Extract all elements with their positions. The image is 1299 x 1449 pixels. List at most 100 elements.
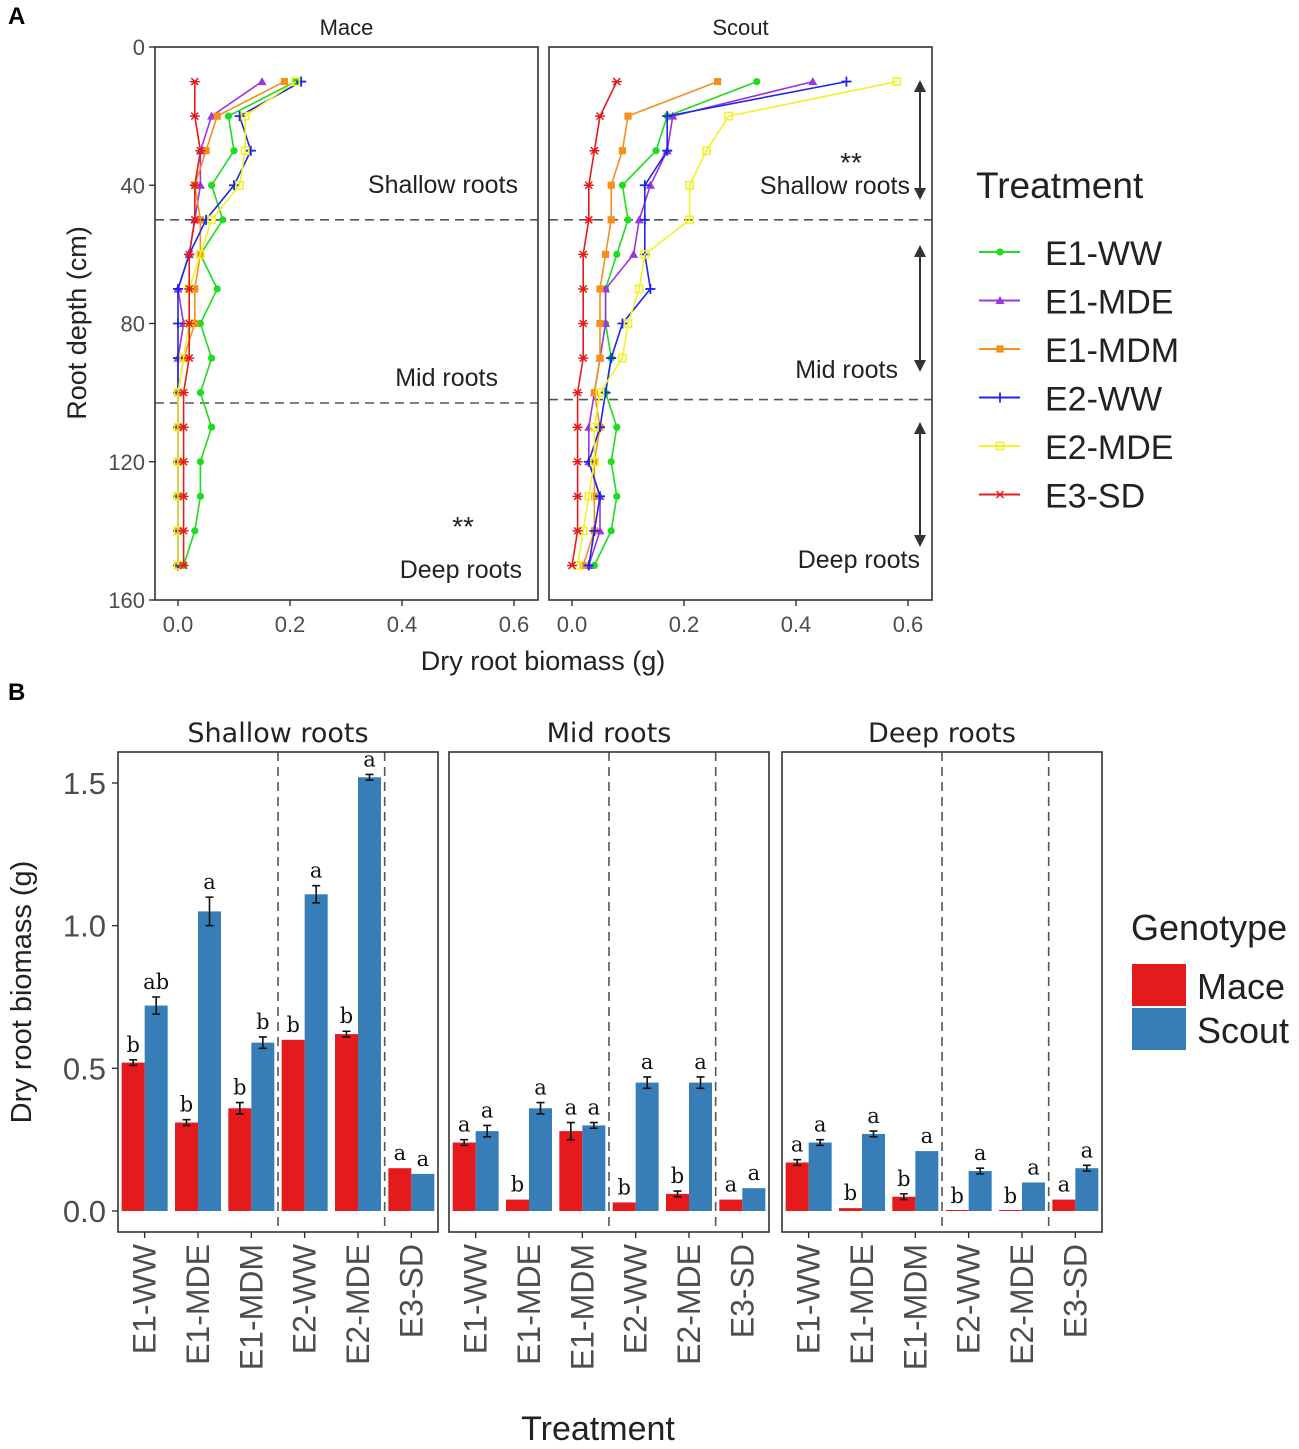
data-point-e1-mdm [714, 77, 722, 86]
x-tick-label: E3-SD [724, 1244, 760, 1338]
significance-letter: a [748, 1161, 761, 1185]
significance-letter: a [1027, 1155, 1040, 1179]
data-point-e1-mdm [590, 492, 598, 500]
data-point-e2-mde [685, 180, 694, 190]
data-point-e2-mde [589, 422, 599, 432]
facet-title: Mace [320, 15, 374, 40]
plot-frame [117, 751, 439, 1233]
significance-letter: a [867, 1104, 880, 1128]
x-tick-label: E2-MDE [671, 1244, 707, 1365]
bar-mace-e2-ww [945, 1210, 969, 1211]
data-point-e1-mde [634, 215, 644, 224]
data-point-e3-sd [184, 250, 195, 259]
bar-mace-e2-ww [612, 1202, 636, 1211]
data-point-e2-mde [240, 146, 250, 156]
x-tick-label: 0.0 [163, 612, 194, 637]
zone-label-mid: Mid roots [395, 364, 498, 392]
data-point-e2-ww [245, 145, 256, 156]
error-bar [342, 1030, 351, 1038]
x-tick-label: E1-MDM [564, 1244, 600, 1370]
facet-scout: Scout 0.0 0.2 0.4 0.6 Shallow roots Mid roots D… [548, 15, 933, 637]
data-point-e2-ww [173, 318, 183, 329]
data-point-e2-mde [685, 215, 694, 225]
data-point-e3-sd [572, 388, 583, 397]
bar-mace-e1-mde [175, 1122, 198, 1211]
error-bar [899, 1193, 908, 1201]
legend-swatch-marker [995, 441, 1005, 451]
data-point-e2-mde [196, 249, 205, 259]
data-point-e2-mde [634, 284, 644, 294]
significance-letter: a [363, 747, 376, 771]
y-tick-label: 40 [121, 173, 145, 198]
data-point-e1-ww [196, 319, 204, 328]
arrow-head-down [914, 360, 926, 372]
data-point-e3-sd [189, 77, 200, 86]
data-point-e3-sd [189, 181, 200, 190]
error-bar [129, 1058, 138, 1067]
significance-letter: b [844, 1181, 857, 1205]
plot-background [155, 47, 538, 600]
significance-letter: b [340, 1004, 353, 1028]
error-bar [869, 1130, 878, 1138]
y-tick-label: 160 [108, 588, 145, 613]
data-point-e1-ww [191, 527, 199, 535]
y-axis-title: Root depth (cm) [62, 226, 92, 420]
data-point-e3-sd [178, 526, 189, 535]
legend-swatch-marker [996, 345, 1004, 353]
panel-a-label: A [8, 3, 25, 30]
data-point-e3-sd [195, 146, 206, 155]
plot-background [549, 47, 932, 600]
legend-label: Scout [1197, 1010, 1289, 1051]
data-point-e2-mde [640, 249, 650, 259]
legend-label: E3-SD [1045, 478, 1145, 516]
data-point-e2-mde [240, 111, 250, 121]
x-tick-label: E3-SD [1057, 1244, 1093, 1338]
error-bar [793, 1158, 802, 1167]
x-tick-label: E1-MDE [511, 1244, 547, 1365]
zone-label-deep: Deep roots [798, 546, 920, 574]
panel-a-profile-chart: Mace 0.0 0.2 0.4 0.6 Shallow roots Mid roots De… [62, 15, 933, 676]
significance-letter: b [950, 1184, 963, 1208]
data-point-e3-sd [578, 250, 589, 259]
data-point-e1-ww [624, 216, 632, 224]
x-axis-title: Treatment [521, 1410, 675, 1448]
data-point-e1-ww [613, 492, 621, 500]
significance-letter: b [897, 1167, 910, 1191]
data-point-e1-mdm [196, 216, 204, 224]
bar-scout-e1-mdm [251, 1042, 275, 1211]
facet-title: Shallow roots [187, 718, 368, 749]
bar-mace-e1-mdm [892, 1196, 916, 1211]
data-point-e1-ww [196, 389, 204, 397]
error-bar [589, 1121, 598, 1130]
significance-letter: b [671, 1164, 684, 1188]
data-point-e1-mdm [213, 112, 221, 120]
bar-mace-e2-mde [666, 1193, 689, 1211]
x-tick-label: 0.0 [557, 612, 588, 637]
data-point-e1-mde [257, 77, 267, 86]
significance-letter: b [233, 1076, 246, 1100]
significance-letter: a [417, 1147, 430, 1171]
facet-title: Mid roots [547, 718, 672, 749]
data-point-e2-mde [701, 146, 711, 156]
series-e3-sd [178, 77, 206, 570]
data-point-e2-ww [595, 422, 605, 433]
data-point-e3-sd [567, 561, 577, 570]
error-bar [696, 1076, 705, 1090]
legend-item-mace: Mace [1132, 964, 1285, 1007]
bar-mace-e2-mde [335, 1034, 358, 1211]
data-point-e2-ww [201, 214, 211, 225]
legend-swatch-marker [995, 296, 1005, 304]
significance-letter: a [791, 1133, 804, 1157]
data-point-e3-sd [189, 112, 200, 121]
significance-letter: a [588, 1096, 601, 1120]
legend-label: E1-WW [1045, 235, 1162, 273]
data-point-e2-ww [606, 353, 617, 364]
legend-title: Genotype [1131, 907, 1287, 948]
legend-item-e1-ww: E1-WW [979, 235, 1162, 273]
data-point-e2-ww [583, 456, 594, 467]
y-tick-label: 1.5 [63, 766, 106, 801]
plot-frame [781, 751, 1103, 1233]
